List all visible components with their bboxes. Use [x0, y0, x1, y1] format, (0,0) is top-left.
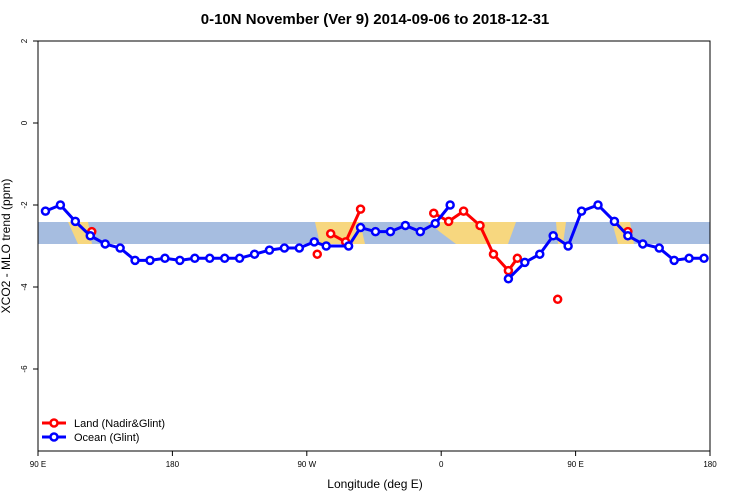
chart-title: 0-10N November (Ver 9) 2014-09-06 to 201… — [201, 11, 550, 28]
data-point — [503, 274, 514, 284]
y-tick-label: 0 — [20, 120, 29, 125]
y-tick-label: -4 — [20, 283, 29, 291]
data-point — [204, 253, 215, 264]
data-point — [699, 253, 709, 264]
data-point — [548, 231, 558, 241]
data-point — [458, 206, 469, 216]
data-point — [576, 206, 587, 216]
x-tick-label: 0 — [439, 460, 444, 469]
data-point — [430, 218, 440, 229]
data-point — [638, 239, 648, 249]
data-point — [475, 220, 485, 231]
data-point — [355, 222, 366, 233]
data-point — [279, 243, 290, 253]
y-tick-label: -2 — [20, 201, 29, 209]
data-point — [415, 226, 426, 237]
y-tick-label: -6 — [20, 365, 29, 373]
data-point — [264, 245, 275, 255]
data-point — [428, 208, 439, 218]
data-point — [669, 255, 679, 266]
data-point — [355, 204, 366, 214]
data-point — [219, 253, 230, 264]
data-point — [684, 253, 694, 264]
x-tick-label: 90 W — [297, 460, 316, 469]
data-point — [190, 253, 200, 264]
data-point — [400, 220, 411, 231]
data-point — [160, 253, 170, 264]
legend-label: Ocean (Glint) — [74, 432, 139, 444]
data-point — [55, 200, 66, 210]
data-point — [312, 249, 323, 259]
data-point — [623, 231, 633, 241]
data-point — [445, 200, 455, 210]
data-point — [70, 216, 81, 227]
x-tick-label: 180 — [166, 460, 180, 469]
data-point — [145, 255, 155, 266]
data-point — [385, 226, 396, 237]
x-tick-label: 180 — [703, 460, 717, 469]
data-point — [115, 243, 125, 253]
data-point — [520, 257, 530, 268]
data-point — [130, 255, 140, 266]
data-point — [343, 241, 354, 251]
data-point — [40, 206, 51, 216]
data-point — [249, 249, 260, 259]
legend-marker — [49, 432, 59, 442]
data-point — [234, 253, 245, 264]
data-point — [654, 243, 664, 253]
data-point — [552, 294, 563, 305]
data-point — [535, 249, 545, 259]
data-point — [443, 216, 454, 227]
legend-label: Land (Nadir&Glint) — [74, 418, 165, 430]
data-point — [175, 255, 185, 266]
data-point — [370, 226, 381, 237]
y-axis-label: XCO2 - MLO trend (ppm) — [0, 179, 13, 314]
plot-frame — [37, 40, 711, 452]
data-point — [488, 249, 499, 259]
data-point — [309, 237, 320, 247]
data-point — [503, 265, 514, 276]
y-tick-label: 2 — [20, 38, 29, 43]
data-point — [325, 228, 336, 239]
x-tick-label: 90 E — [30, 460, 46, 469]
data-point — [593, 200, 603, 210]
data-point — [321, 241, 331, 251]
x-tick-label: 90 E — [567, 460, 583, 469]
data-point — [609, 216, 620, 227]
data-point — [294, 243, 305, 253]
data-point — [85, 231, 96, 241]
data-point — [100, 239, 110, 249]
legend-marker — [49, 418, 59, 428]
data-point — [563, 241, 573, 251]
data-point — [512, 253, 523, 264]
x-axis-label: Longitude (deg E) — [327, 477, 422, 491]
